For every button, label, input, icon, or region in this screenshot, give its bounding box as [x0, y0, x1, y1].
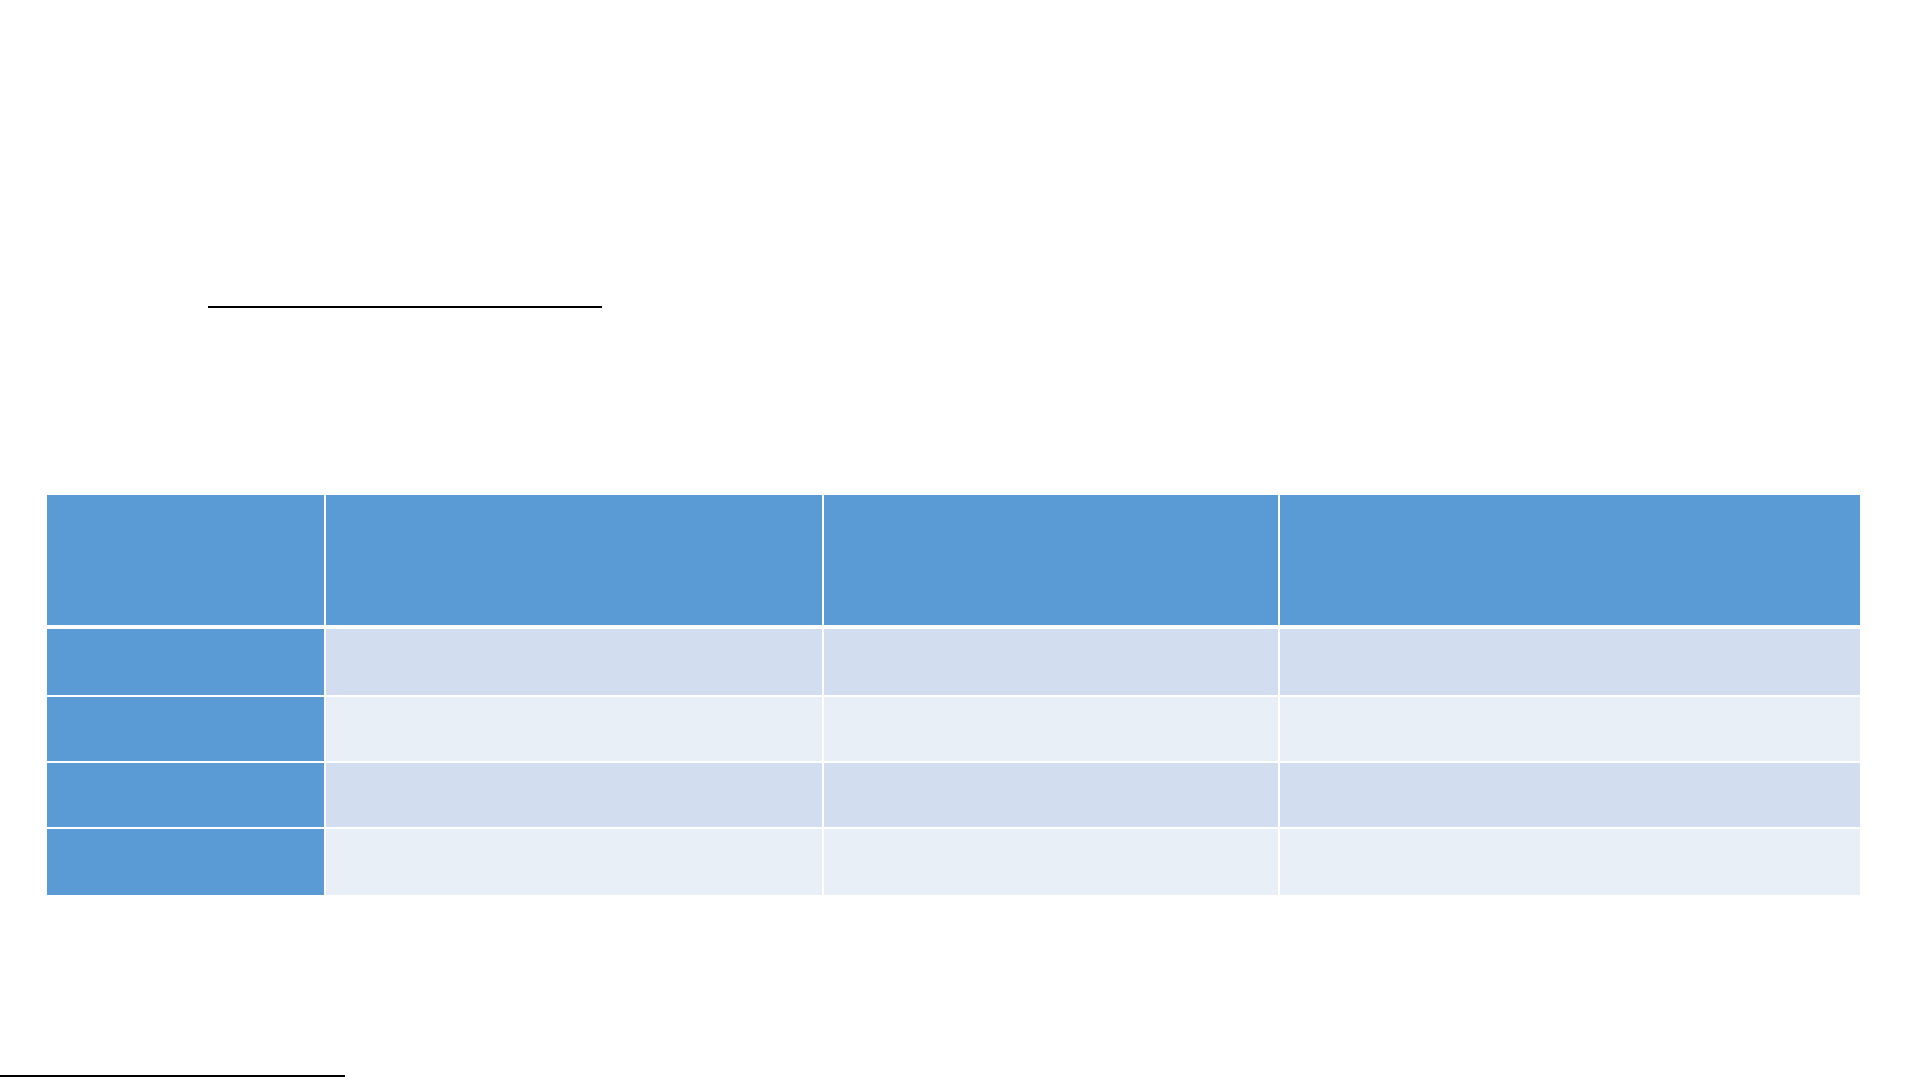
row-header-cell [47, 697, 326, 763]
footnote-separator [0, 1075, 345, 1077]
table-cell [326, 629, 824, 697]
table-cell [1280, 829, 1860, 895]
title-underline [208, 306, 602, 308]
table-cell [824, 763, 1280, 829]
row-header-cell [47, 763, 326, 829]
row-header-cell [47, 629, 326, 697]
row-header-cell [47, 829, 326, 895]
table-cell [824, 697, 1280, 763]
table-cell [326, 697, 824, 763]
table-cell [824, 629, 1280, 697]
header-cell [326, 495, 824, 629]
table-cell [326, 829, 824, 895]
header-cell [47, 495, 326, 629]
table-cell [1280, 697, 1860, 763]
table-cell [1280, 763, 1860, 829]
header-cell [824, 495, 1280, 629]
header-cell [1280, 495, 1860, 629]
table-cell [1280, 629, 1860, 697]
table-cell [326, 763, 824, 829]
table [47, 495, 1860, 895]
table-cell [824, 829, 1280, 895]
